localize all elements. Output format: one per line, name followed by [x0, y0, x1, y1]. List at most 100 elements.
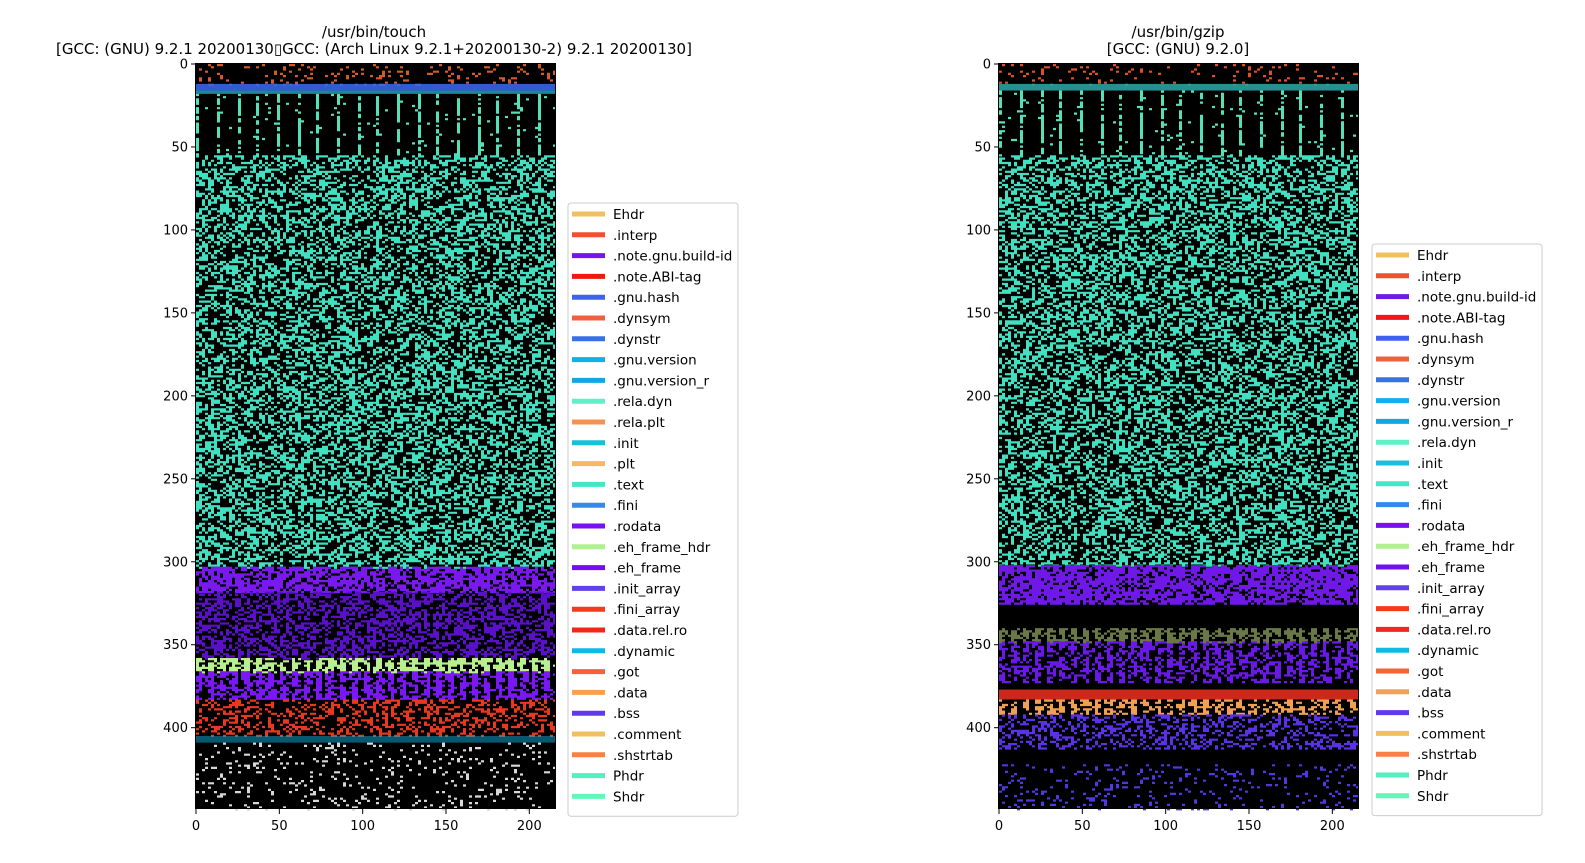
legend-label: Ehdr — [613, 207, 645, 223]
legend-label: .fini_array — [613, 602, 680, 618]
band-interp — [999, 64, 1359, 86]
x-tick-label: 200 — [1320, 819, 1345, 834]
legend-label: .init_array — [1417, 581, 1485, 597]
y-tick-label: 400 — [163, 721, 188, 736]
legend-label: .interp — [613, 228, 657, 244]
legend-item: .note.gnu.build-id — [572, 249, 732, 265]
gzip-subtitle: [GCC: (GNU) 9.2.0] — [1107, 40, 1250, 58]
legend-item: .dynsym — [1376, 352, 1475, 368]
legend-item: .interp — [1376, 269, 1461, 285]
legend-label: Ehdr — [1417, 248, 1449, 264]
legend-label: .data.rel.ro — [1417, 622, 1491, 638]
legend-label: .eh_frame — [613, 561, 681, 577]
legend-item: .rodata — [1376, 518, 1465, 534]
legend-label: .text — [1417, 477, 1448, 493]
gzip-title: /usr/bin/gzip — [1132, 23, 1225, 41]
legend-item: .note.ABI-tag — [1376, 310, 1505, 326]
legend-item: .dynstr — [572, 332, 661, 348]
legend-item: .shstrtab — [572, 748, 673, 764]
y-tick-label: 50 — [171, 140, 188, 155]
legend-label: .eh_frame_hdr — [613, 540, 711, 556]
legend-label: .rodata — [1417, 518, 1465, 534]
legend-item: Phdr — [572, 769, 644, 785]
legend-item: .bss — [1376, 706, 1444, 722]
band-rodata — [196, 566, 556, 594]
legend-label: .dynamic — [613, 644, 675, 660]
gzip-legend: Ehdr .interp .note.gnu.build-id .note.ABI-t… — [1371, 243, 1543, 817]
legend-item: .fini — [1376, 498, 1442, 514]
legend-box — [567, 202, 739, 817]
legend-item: .got — [1376, 664, 1443, 680]
legend-item: .got — [572, 665, 639, 681]
band-text — [196, 155, 556, 569]
band-data — [999, 699, 1359, 715]
y-tick-label: 300 — [966, 555, 991, 570]
legend-item: .data — [572, 685, 648, 701]
legend-label: .rodata — [613, 519, 661, 535]
x-tick-label: 50 — [1074, 819, 1091, 834]
legend-label: .rela.dyn — [613, 394, 672, 410]
legend-item: Ehdr — [572, 207, 645, 223]
band-text — [999, 155, 1359, 567]
legend-item: .rela.dyn — [1376, 435, 1476, 451]
legend-label: .dynsym — [613, 311, 671, 327]
legend-label: .fini — [1417, 498, 1442, 514]
legend-label: .gnu.version — [1417, 394, 1501, 410]
y-tick-label: 200 — [966, 389, 991, 404]
x-tick-label: 200 — [517, 819, 542, 834]
legend-label: .note.gnu.build-id — [1417, 290, 1536, 306]
x-tick-label: 100 — [350, 819, 375, 834]
band-eh-frame-hdr — [196, 658, 556, 674]
legend-label: Phdr — [1417, 768, 1448, 784]
legend-label: .got — [613, 665, 639, 681]
band-bss — [999, 764, 1359, 811]
y-tick-label: 300 — [163, 555, 188, 570]
x-tick-label: 0 — [995, 819, 1003, 834]
gzip-plot-frame — [998, 63, 1359, 809]
band-init — [196, 90, 556, 94]
legend-label: .data — [1417, 685, 1452, 701]
legend-label: .data.rel.ro — [613, 623, 687, 639]
legend-item: .eh_frame — [1376, 560, 1485, 576]
legend-item: .note.gnu.build-id — [1376, 290, 1536, 306]
legend-label: .rela.plt — [613, 415, 665, 431]
legend-label: .note.ABI-tag — [1417, 310, 1505, 326]
legend-label: Phdr — [613, 769, 644, 785]
legend-item: .data.rel.ro — [1376, 622, 1491, 638]
legend-label: .plt — [613, 457, 635, 473]
legend-label: .init_array — [613, 581, 681, 597]
legend-item: .gnu.version — [1376, 394, 1501, 410]
legend-label: .eh_frame_hdr — [1417, 539, 1515, 555]
y-tick-label: 350 — [966, 638, 991, 653]
legend-box — [1371, 243, 1543, 817]
band-dynamic — [196, 735, 556, 743]
y-tick-label: 200 — [163, 389, 188, 404]
legend-item: Ehdr — [1376, 248, 1449, 264]
touch-heatmap — [196, 64, 556, 811]
band-bss — [999, 714, 1359, 750]
band-gnu-hash — [196, 83, 556, 91]
legend-label: .dynstr — [613, 332, 661, 348]
touch-x-axis: 0 50 100 150 200 — [192, 809, 542, 834]
band-eh-frame — [999, 641, 1359, 684]
legend-label: Shdr — [1417, 789, 1449, 805]
y-tick-label: 0 — [983, 58, 991, 73]
legend-item: .dynamic — [1376, 643, 1479, 659]
y-tick-label: 250 — [966, 472, 991, 487]
legend-label: .dynamic — [1417, 643, 1479, 659]
y-tick-label: 100 — [966, 223, 991, 238]
y-tick-label: 400 — [966, 721, 991, 736]
legend-item: .gnu.version — [572, 353, 697, 369]
legend-label: .shstrtab — [1417, 747, 1477, 763]
y-tick-label: 350 — [163, 638, 188, 653]
x-tick-label: 50 — [271, 819, 288, 834]
legend-item: Phdr — [1376, 768, 1448, 784]
legend-item: .comment — [572, 727, 681, 743]
legend-label: .data — [613, 685, 648, 701]
legend-label: .note.ABI-tag — [613, 269, 701, 285]
legend-item: .init_array — [1376, 581, 1485, 597]
legend-label: .gnu.hash — [613, 290, 680, 306]
y-tick-label: 150 — [163, 306, 188, 321]
legend-label: Shdr — [613, 789, 645, 805]
